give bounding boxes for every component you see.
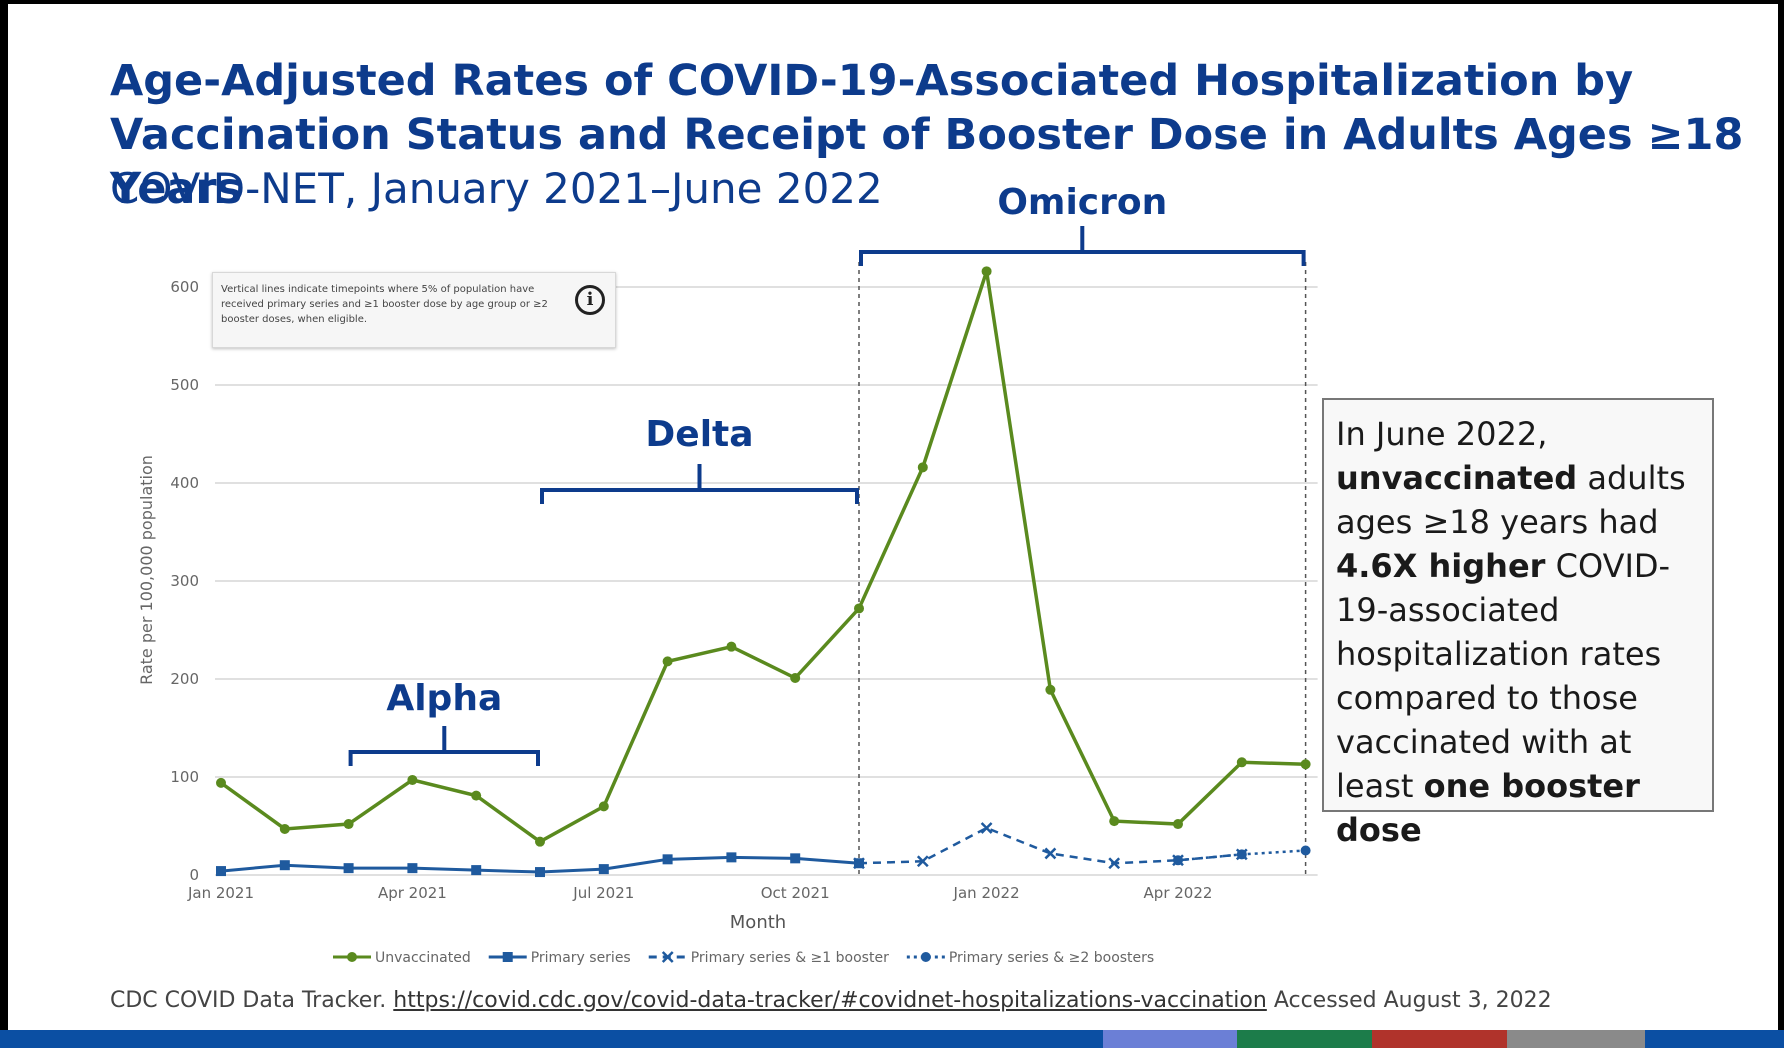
data-point xyxy=(216,777,226,788)
annotation-bracket xyxy=(348,726,540,766)
callout-line1: In June 2022, xyxy=(1336,415,1548,453)
y-tick-label: 100 xyxy=(170,768,199,786)
callout-text2: COVID-19-associated hospitalization rate… xyxy=(1336,547,1671,805)
legend-label: Primary series & ≥1 booster xyxy=(691,950,889,966)
data-point xyxy=(407,774,418,785)
slide: Age-Adjusted Rates of COVID-19-Associate… xyxy=(8,4,1778,1030)
legend-swatch-marker xyxy=(502,952,513,962)
callout-bold-unvaccinated: unvaccinated xyxy=(1336,459,1578,497)
source-suffix: Accessed August 3, 2022 xyxy=(1266,988,1552,1013)
legend-label: Unvaccinated xyxy=(375,950,471,966)
data-point xyxy=(471,865,482,876)
callout-bold-ratio: 4.6X higher xyxy=(1336,547,1546,585)
data-point xyxy=(343,819,354,830)
source-prefix: CDC COVID Data Tracker. xyxy=(110,988,394,1013)
data-point xyxy=(980,822,993,834)
data-point xyxy=(1300,845,1311,856)
y-tick-label: 400 xyxy=(170,474,199,492)
legend-label: Primary series & ≥2 boosters xyxy=(949,950,1154,966)
x-tick-label: Jan 2022 xyxy=(953,884,1020,902)
y-tick-label: 300 xyxy=(170,572,199,590)
data-point xyxy=(1044,847,1057,860)
data-point xyxy=(1300,759,1311,770)
chart-subtitle: COVID-NET, January 2021–June 2022 xyxy=(110,164,883,213)
data-point xyxy=(917,462,928,473)
bottom-bar-segment xyxy=(1237,1030,1372,1048)
bottom-bar-segment xyxy=(1372,1030,1507,1048)
legend-label: Primary series xyxy=(531,950,631,966)
legend-swatch-marker xyxy=(661,951,674,963)
data-point xyxy=(279,860,290,871)
callout-box: In June 2022, unvaccinated adults ages ≥… xyxy=(1322,398,1714,849)
data-point xyxy=(981,266,992,277)
legend-swatch-marker xyxy=(920,952,931,962)
data-point xyxy=(662,854,673,865)
y-tick-label: 200 xyxy=(170,670,199,688)
series-line xyxy=(858,826,1242,865)
series-line xyxy=(219,270,1306,844)
y-tick-label: 0 xyxy=(189,866,199,884)
data-point xyxy=(790,673,801,684)
y-tick-label: 500 xyxy=(170,376,199,394)
bottom-bar-segment xyxy=(1103,1030,1237,1048)
data-point xyxy=(343,863,354,874)
data-point xyxy=(1236,757,1247,768)
chart-note-box: Vertical lines indicate timepoints where… xyxy=(212,272,616,348)
data-point xyxy=(1173,819,1183,830)
info-icon[interactable]: i xyxy=(575,285,605,315)
data-point xyxy=(726,852,737,863)
source-citation: CDC COVID Data Tracker. https://covid.cd… xyxy=(110,988,1552,1013)
y-axis-label: Rate per 100,000 population xyxy=(137,455,156,685)
data-point xyxy=(1109,816,1120,827)
annotation-bracket xyxy=(540,464,859,504)
x-tick-label: Jul 2021 xyxy=(572,884,634,902)
chart-title: Age-Adjusted Rates of COVID-19-Associate… xyxy=(110,56,1744,214)
data-point xyxy=(598,864,609,875)
legend-swatch-marker xyxy=(347,952,357,962)
data-point xyxy=(1173,855,1183,866)
data-point xyxy=(916,855,929,868)
data-point xyxy=(853,857,865,870)
annotation-bracket xyxy=(859,226,1306,266)
annotation-label: Omicron xyxy=(997,182,1167,223)
x-tick-label: Jan 2021 xyxy=(187,884,254,902)
x-tick-label: Apr 2021 xyxy=(378,884,447,902)
annotation-label: Alpha xyxy=(386,678,502,719)
data-point xyxy=(726,641,737,652)
data-point xyxy=(1045,684,1056,695)
data-point xyxy=(535,867,545,878)
data-point xyxy=(279,823,290,834)
data-point xyxy=(216,866,226,877)
callout-text1: adults ages ≥18 years had xyxy=(1336,459,1686,541)
data-point xyxy=(790,853,801,864)
x-axis-label: Month xyxy=(730,912,786,933)
y-tick-label: 600 xyxy=(170,278,199,296)
chart-note-text: Vertical lines indicate timepoints where… xyxy=(221,284,548,325)
data-point xyxy=(1108,857,1121,870)
data-point xyxy=(535,836,545,847)
callout-bold-booster: one booster dose xyxy=(1336,767,1640,849)
data-point xyxy=(471,790,482,801)
bottom-bar-segment xyxy=(1507,1030,1645,1048)
annotation-label: Delta xyxy=(645,414,753,455)
x-tick-label: Apr 2022 xyxy=(1144,884,1213,902)
data-point xyxy=(1236,849,1247,860)
data-point xyxy=(854,603,864,614)
data-point xyxy=(662,656,673,667)
x-tick-label: Oct 2021 xyxy=(761,884,830,902)
source-link[interactable]: https://covid.cdc.gov/covid-data-tracker… xyxy=(393,988,1267,1013)
data-point xyxy=(407,863,418,874)
data-point xyxy=(598,801,609,812)
